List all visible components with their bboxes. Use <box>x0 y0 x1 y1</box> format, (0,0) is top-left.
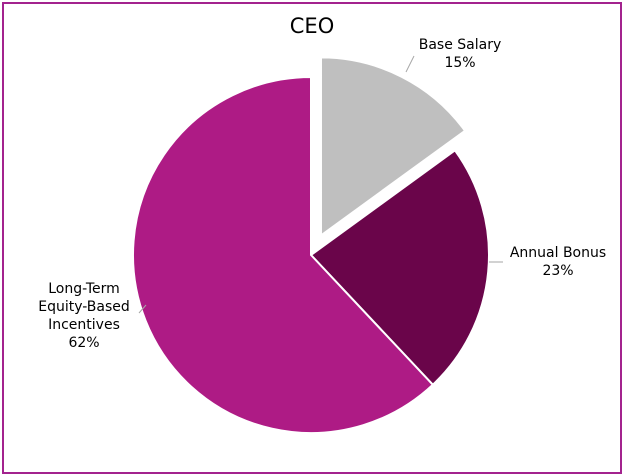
slice-name-label: Base Salary <box>419 37 502 53</box>
pie-slice-long-term-equity-based-incentives <box>132 75 435 434</box>
slice-value-label: 15% <box>444 55 475 71</box>
leader-line <box>138 304 147 314</box>
leader-lines <box>138 55 503 314</box>
pie-slices <box>132 56 490 434</box>
chart-title: CEO <box>290 14 334 38</box>
slice-labels: Base Salary 15% Annual Bonus 23% Long-Term Eq… <box>38 37 606 351</box>
slice-name-label: Annual Bonus <box>510 245 606 261</box>
pie-slice-base-salary <box>319 56 467 238</box>
slice-name-label: Long-Term <box>48 281 120 297</box>
slice-value-label: 23% <box>542 263 573 279</box>
slice-name-label: Equity-Based <box>38 299 130 315</box>
pie-slice-annual-bonus <box>309 148 490 387</box>
leader-line <box>405 55 415 73</box>
slice-value-label: 62% <box>68 335 99 351</box>
slice-name-label: Incentives <box>48 317 120 333</box>
